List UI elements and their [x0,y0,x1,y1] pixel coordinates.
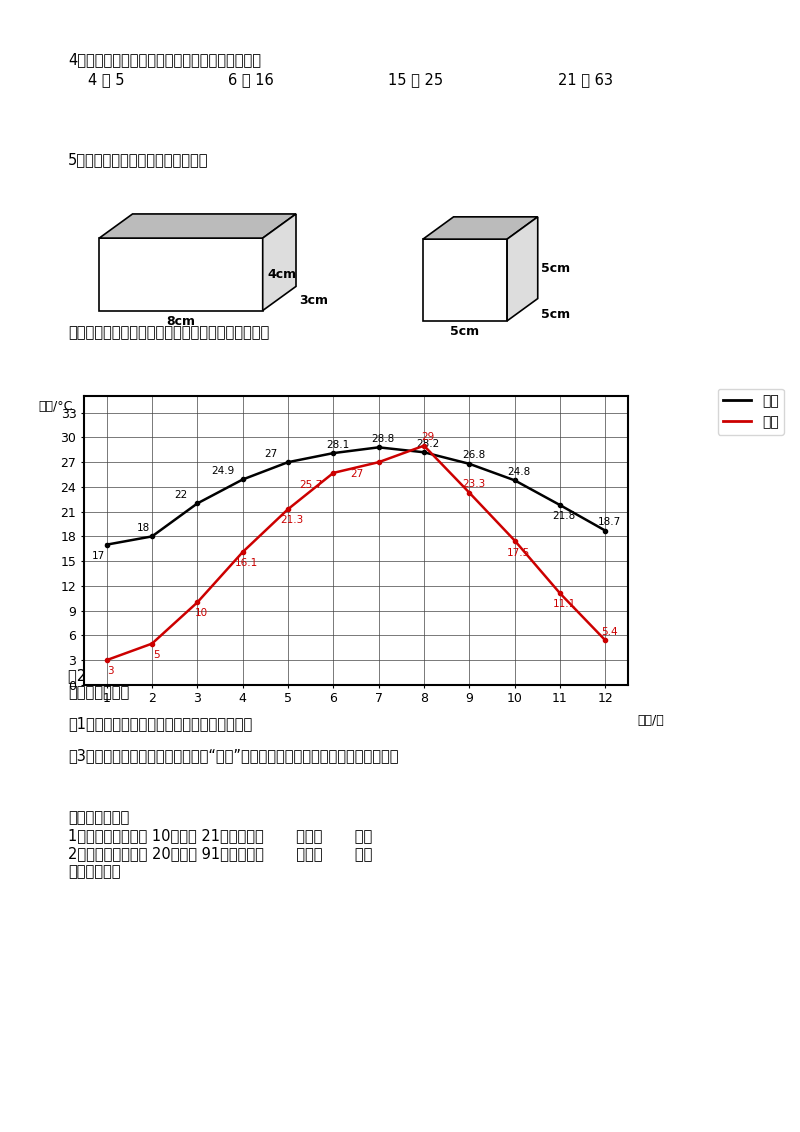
Text: （1）根据统计图，判断一年气温变化的趋势？: （1）根据统计图，判断一年气温变化的趋势？ [68,717,252,731]
Text: 时间/月: 时间/月 [637,713,664,727]
Text: 21 和 63: 21 和 63 [558,72,613,87]
Text: 27: 27 [265,448,278,458]
Text: 哪个地方种植？: 哪个地方种植？ [68,685,130,700]
Text: 29: 29 [422,432,434,443]
Text: 24.9: 24.9 [211,466,235,475]
Text: 4 和 5: 4 和 5 [88,72,125,87]
Text: 5.4: 5.4 [601,627,618,637]
Text: 21.3: 21.3 [281,515,304,525]
Text: 18: 18 [137,523,150,533]
Text: 8cm: 8cm [166,315,195,328]
Text: 5cm: 5cm [541,308,570,320]
Text: 17: 17 [92,550,105,560]
Text: 18.7: 18.7 [598,517,621,528]
Text: 3cm: 3cm [299,294,328,308]
Text: 五、操作题：甲、乙两地月平均气温见如下统计图。: 五、操作题：甲、乙两地月平均气温见如下统计图。 [68,325,270,340]
Text: 22: 22 [174,490,187,500]
Text: 28.2: 28.2 [417,439,440,448]
Text: 15 和 25: 15 和 25 [388,72,443,87]
Text: 26.8: 26.8 [462,451,485,461]
Legend: 甲地, 乙地: 甲地, 乙地 [718,388,784,435]
Text: 21.8: 21.8 [553,511,576,521]
Text: 4cm: 4cm [267,268,296,281]
Polygon shape [423,217,538,239]
Text: 5: 5 [153,650,159,660]
Text: 28.8: 28.8 [371,434,394,444]
Text: 27: 27 [350,470,363,480]
Text: 11.1: 11.1 [553,599,576,609]
Text: 3: 3 [107,666,114,676]
Text: 6 和 16: 6 和 16 [228,72,274,87]
Text: 5、计算下面长方体和正方体的体积: 5、计算下面长方体和正方体的体积 [68,152,209,168]
Text: 17.5: 17.5 [507,548,530,558]
Text: 28.1: 28.1 [326,439,349,449]
Polygon shape [262,214,296,310]
Text: 24.8: 24.8 [507,466,530,477]
Text: （3）小明住在甲地，他们一家要在“五一”期间去乙地旅游，他们应该做哪些准备？: （3）小明住在甲地，他们一家要在“五一”期间去乙地旅游，他们应该做哪些准备？ [68,748,398,763]
Text: 七、解决问题: 七、解决问题 [68,864,121,880]
Text: （2）有一种树莓的生长期为 5 个月，最适宜的生长温度为 7-10℃之间，这种植物适合在: （2）有一种树莓的生长期为 5 个月，最适宜的生长温度为 7-10℃之间，这种植… [68,668,448,683]
Text: 5cm: 5cm [541,263,570,275]
Text: 气温/°C: 气温/°C [38,401,73,413]
Polygon shape [423,239,507,320]
Polygon shape [99,238,262,310]
Text: 10: 10 [195,608,208,618]
Polygon shape [99,214,296,238]
Text: 25.7: 25.7 [299,480,322,490]
Text: 23.3: 23.3 [462,479,485,489]
Text: 六、猜数游戏：: 六、猜数游戏： [68,811,130,825]
Text: 1、我们两个的和是 10，积是 21。我们是（       ）和（       ）。: 1、我们两个的和是 10，积是 21。我们是（ ）和（ ）。 [68,827,372,843]
Polygon shape [507,217,538,320]
Text: 2、我们两个的和是 20，积是 91。我们是（       ）和（       ）。: 2、我们两个的和是 20，积是 91。我们是（ ）和（ ）。 [68,846,372,861]
Text: 16.1: 16.1 [235,558,258,568]
Text: 5cm: 5cm [450,325,480,338]
Text: 4、找出下面每组数的最大公因数和最小公倍数。: 4、找出下面每组数的最大公因数和最小公倍数。 [68,52,261,67]
